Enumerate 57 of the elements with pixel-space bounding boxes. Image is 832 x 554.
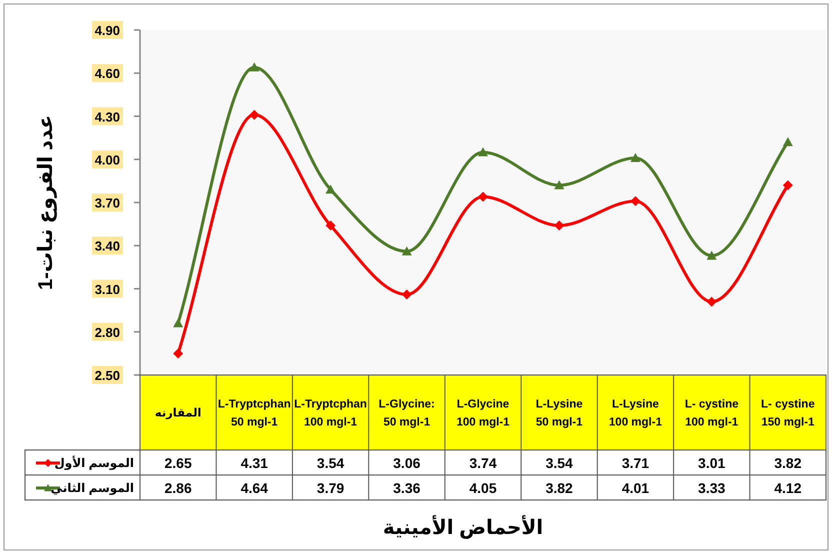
y-tick-label: 4.30 [94, 109, 120, 124]
x-tick-label: L-Tryptcphan 100 mgl-1 [294, 398, 367, 428]
point [554, 180, 564, 190]
point [630, 152, 640, 162]
x-tick-label: L-Glycine: 50 mgl-1 [378, 398, 435, 428]
x-axis-title: الأحماض الأمينية [382, 515, 544, 539]
data-label: 2.86 [164, 480, 192, 496]
y-tick-label: 4.60 [94, 66, 120, 82]
data-label: 4.05 [469, 480, 497, 496]
x-tick-label: L- cystine 100 mgl-1 [684, 398, 739, 428]
data-label: 4.64 [240, 480, 268, 496]
x-tick-label: L-Glycine 100 mgl-1 [456, 398, 510, 428]
y-tick-label: 2.50 [94, 368, 120, 383]
point [173, 348, 184, 358]
point [173, 318, 184, 328]
data-label: 3.54 [546, 455, 574, 471]
data-label: 2.65 [164, 455, 192, 471]
data-label: 3.06 [393, 455, 421, 471]
point [249, 62, 260, 72]
point [782, 137, 793, 146]
point [326, 184, 336, 194]
y-tick-label: 4.90 [94, 23, 120, 38]
data-label: 4.31 [240, 455, 268, 471]
point [326, 220, 336, 230]
point [706, 250, 717, 260]
point [402, 246, 412, 256]
y-tick-label: 3.10 [94, 282, 120, 297]
point [782, 180, 793, 190]
data-label: 3.54 [316, 455, 344, 471]
point [630, 196, 640, 206]
data-label: 3.82 [774, 455, 802, 471]
x-tick-label: L- cystine 150 mgl-1 [761, 398, 816, 428]
x-tick-label: المقارنه [154, 408, 202, 420]
y-tick-label: 4.00 [94, 152, 120, 168]
point [554, 220, 564, 230]
x-tick-label: L-Tryptcphan 50 mgl-1 [218, 398, 291, 428]
point [478, 147, 488, 156]
data-label: 3.82 [546, 480, 574, 496]
point [402, 290, 412, 300]
data-label: 3.79 [316, 480, 344, 496]
data-label: 3.71 [622, 455, 650, 471]
point [478, 192, 488, 202]
x-tick-label: L-Lysine 50 mgl-1 [536, 398, 584, 428]
y-tick-label: 3.40 [94, 238, 120, 254]
point [249, 110, 260, 120]
y-tick-label: 2.80 [94, 324, 120, 340]
data-label: 3.74 [469, 455, 497, 471]
y-tick-label: 3.70 [94, 196, 120, 210]
data-label: 3.33 [698, 480, 726, 496]
data-label: 4.01 [622, 480, 650, 496]
y-axis-title: عدد الفروع نبات-1 [35, 115, 57, 290]
x-tick-label: L-Lysine 100 mgl-1 [608, 398, 663, 428]
data-label: 3.36 [393, 480, 421, 496]
data-label: 3.01 [698, 455, 726, 471]
data-label: 4.12 [774, 480, 802, 496]
legend-label: الموسم الأول [54, 455, 134, 470]
point [706, 296, 717, 307]
